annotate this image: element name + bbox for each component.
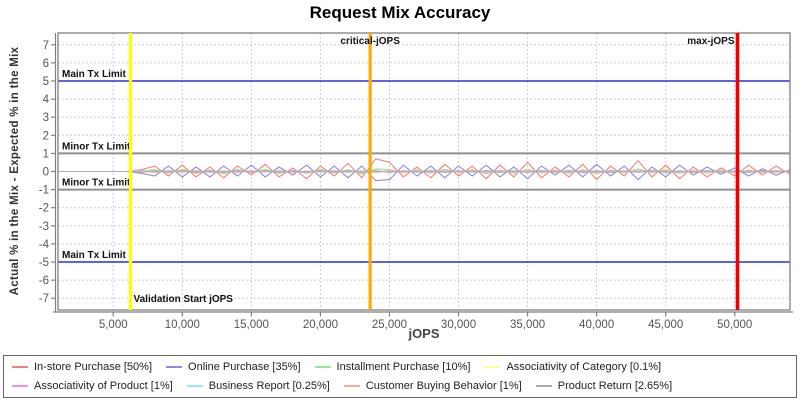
marker-label: Main Tx Limit [62, 250, 127, 261]
legend-item: Business Report [0.25%] [186, 379, 330, 392]
legend-item: In-store Purchase [50%] [12, 361, 152, 373]
legend-item: Online Purchase [35%] [166, 361, 301, 373]
legend-row: Associativity of Product [1%] Business Re… [12, 380, 788, 392]
legend-swatch-icon [186, 384, 203, 387]
y-tick-label: 6 [43, 58, 49, 70]
legend-swatch-icon [343, 384, 360, 387]
y-tick-label: 1 [43, 148, 49, 160]
legend-row: In-store Purchase [50%] Online Purchase [… [12, 361, 788, 373]
y-tick-label: -5 [39, 257, 49, 269]
y-tick-label: -2 [39, 203, 49, 215]
x-tick-label: 30,000 [441, 319, 476, 331]
y-tick-label: 3 [43, 112, 49, 124]
x-tick-label: 40,000 [579, 319, 614, 331]
y-tick-label: -7 [39, 293, 49, 305]
legend-label: Business Report [0.25%] [208, 379, 330, 392]
legend-label: In-store Purchase [50%] [34, 361, 153, 374]
y-tick-label: 4 [43, 94, 50, 106]
marker-label: Main Tx Limit [62, 69, 127, 80]
x-tick-label: 15,000 [234, 319, 269, 331]
x-tick-label: 50,000 [717, 319, 752, 331]
legend-item: Associativity of Category [0.1%] [484, 361, 661, 373]
plot-area: Main Tx Limit Minor Tx Limit Minor Tx Limi… [39, 32, 793, 331]
legend-item: Associativity of Product [1%] [12, 380, 173, 392]
x-tick-label: 25,000 [372, 319, 407, 331]
legend-label: Product Return [2.65%] [557, 379, 673, 392]
y-tick-label: 0 [43, 167, 49, 179]
x-axis-title: jOPS [408, 326, 440, 341]
legend-item: Product Return [2.65%] [535, 379, 673, 392]
marker-label: Minor Tx Limit [62, 141, 131, 152]
legend-label: Customer Buying Behavior [1%] [365, 379, 522, 392]
y-tick-label: -3 [39, 221, 49, 233]
legend-swatch-icon [12, 366, 28, 369]
series-line-0 [58, 158, 791, 181]
y-tick-label: -6 [39, 275, 49, 287]
x-tick-label: 5,000 [99, 319, 128, 331]
x-tick-label: 20,000 [303, 319, 338, 331]
y-tick-label: 5 [43, 76, 49, 88]
plot-border [57, 32, 791, 311]
legend-swatch-icon [535, 384, 552, 387]
legend-label: Associativity of Product [1%] [34, 379, 173, 392]
marker-label: critical-jOPS [340, 36, 400, 47]
x-tick-label: 10,000 [165, 319, 200, 331]
series-line-7 [58, 170, 791, 173]
y-tick-label: -4 [39, 239, 50, 251]
y-tick-label: 7 [43, 40, 49, 52]
x-tick-label: 35,000 [510, 319, 545, 331]
legend-swatch-icon [484, 366, 501, 369]
marker-label: Validation Start jOPS [134, 294, 234, 305]
legend-item: Installment Purchase [10%] [314, 361, 471, 374]
legend-item: Customer Buying Behavior [1%] [343, 379, 522, 392]
legend-label: Associativity of Category [0.1%] [506, 361, 662, 374]
legend-label: Installment Purchase [10%] [336, 361, 471, 374]
y-tick-label: -1 [39, 185, 49, 197]
y-tick-label: 2 [43, 130, 49, 142]
chart-title: Request Mix Accuracy [309, 3, 491, 22]
legend-label: Online Purchase [35%] [188, 361, 301, 374]
marker-label: max-jOPS [687, 36, 735, 47]
x-tick-label: 45,000 [648, 319, 683, 331]
legend-swatch-icon [314, 366, 331, 369]
legend-swatch-icon [166, 366, 183, 369]
legend-swatch-icon [12, 384, 28, 387]
legend: In-store Purchase [50%] Online Purchase [… [3, 355, 797, 398]
marker-label: Minor Tx Limit [62, 178, 131, 189]
